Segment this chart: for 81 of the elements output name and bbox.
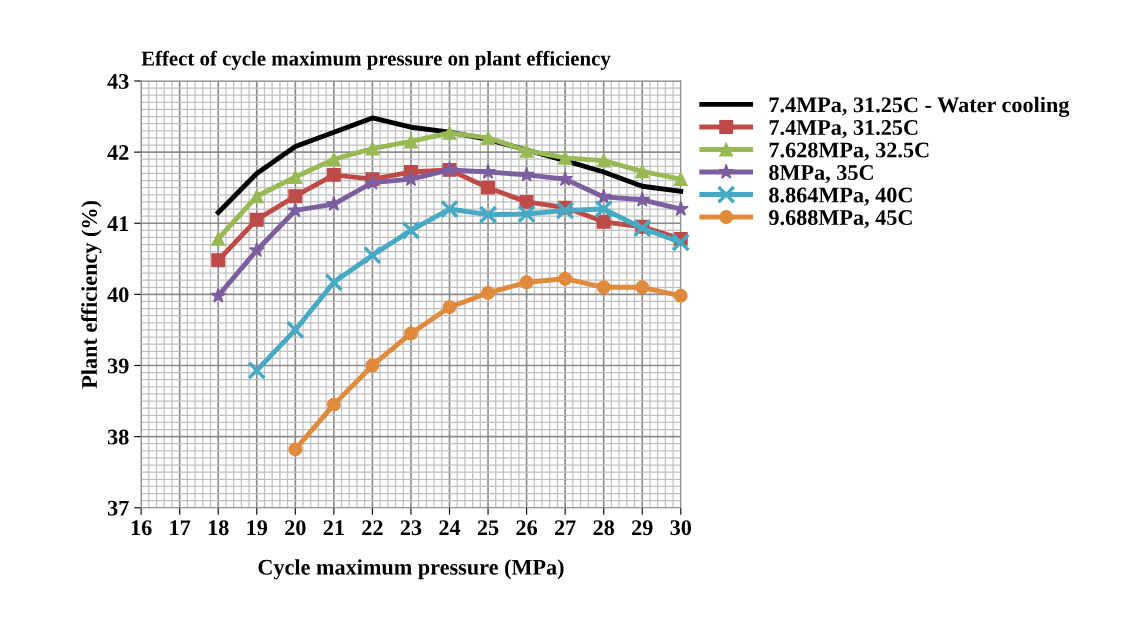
point — [635, 164, 650, 179]
y-tick-label: 40 — [107, 287, 129, 303]
point — [326, 167, 341, 182]
x-tick-label: 18 — [208, 520, 229, 536]
point — [595, 188, 612, 204]
point — [558, 150, 573, 165]
point — [325, 195, 342, 211]
point — [288, 442, 303, 457]
y-axis-title: Plant efficiency (%) — [81, 200, 102, 389]
point — [519, 143, 534, 158]
point — [365, 141, 380, 156]
x-tick-label: 27 — [554, 520, 576, 535]
point — [210, 287, 227, 303]
point — [285, 320, 305, 340]
y-tick-label: 43 — [107, 73, 129, 89]
point — [634, 191, 651, 207]
x-tick-label: 21 — [323, 520, 344, 535]
point — [404, 134, 418, 149]
legend-label: 7.4MPa, 31.25C — [769, 120, 918, 139]
point — [211, 231, 226, 246]
point — [596, 214, 611, 229]
point — [671, 233, 691, 252]
point — [247, 361, 267, 380]
y-tick-label: 42 — [107, 145, 129, 160]
x-axis-title: Cycle maximum pressure (MPa) — [258, 559, 564, 580]
point — [481, 285, 495, 300]
y-tick-label: 37 — [107, 500, 129, 516]
point — [363, 245, 382, 265]
point — [288, 189, 303, 204]
point — [326, 397, 341, 412]
point — [248, 241, 265, 258]
point — [635, 280, 650, 295]
legend-label: 7.628MPa, 32.5C — [769, 142, 929, 161]
point — [519, 275, 534, 290]
x-tick-label: 26 — [516, 520, 538, 536]
x-tick-label: 28 — [593, 520, 615, 536]
point — [440, 199, 459, 219]
point — [594, 199, 614, 219]
point — [480, 163, 497, 179]
x-tick-label: 20 — [285, 520, 306, 536]
point — [442, 300, 457, 315]
x-tick-label: 19 — [247, 520, 268, 536]
point — [673, 172, 688, 187]
x-tick-label: 17 — [170, 520, 191, 535]
point — [478, 205, 498, 225]
point — [211, 253, 226, 268]
x-tick-label: 24 — [439, 520, 461, 535]
point — [404, 326, 418, 341]
legend-label: 9.688MPa, 45C — [769, 210, 912, 229]
point — [249, 212, 264, 227]
x-tick-label: 30 — [670, 520, 692, 536]
point — [481, 130, 495, 145]
point — [555, 201, 575, 220]
point — [481, 180, 495, 195]
point — [673, 288, 688, 303]
point — [557, 170, 574, 187]
point — [596, 280, 611, 295]
point — [324, 272, 344, 292]
point — [596, 153, 611, 168]
chart-title: Effect of cycle maximum pressure on plant efficiency — [141, 50, 611, 70]
legend-label: 8.864MPa, 40C — [769, 187, 912, 206]
point — [365, 358, 380, 373]
legend-label: 7.4MPa, 31.25C - Water cooling — [769, 96, 1070, 118]
x-tick-label: 23 — [400, 520, 422, 536]
point — [401, 220, 421, 240]
point — [558, 271, 573, 286]
point — [517, 204, 536, 224]
x-tick-label: 25 — [477, 520, 499, 536]
point — [519, 194, 534, 209]
x-tick-label: 22 — [362, 520, 383, 535]
legend-label: 8MPa, 35C — [769, 165, 873, 184]
point — [442, 125, 457, 140]
point — [249, 189, 264, 204]
point — [288, 170, 303, 184]
point — [518, 166, 535, 182]
x-tick-label: 29 — [632, 520, 653, 536]
y-tick-label: 39 — [107, 358, 129, 374]
y-tick-label: 41 — [107, 216, 129, 231]
x-tick-label: 16 — [131, 520, 152, 536]
y-tick-label: 38 — [107, 429, 129, 445]
point — [326, 152, 341, 167]
